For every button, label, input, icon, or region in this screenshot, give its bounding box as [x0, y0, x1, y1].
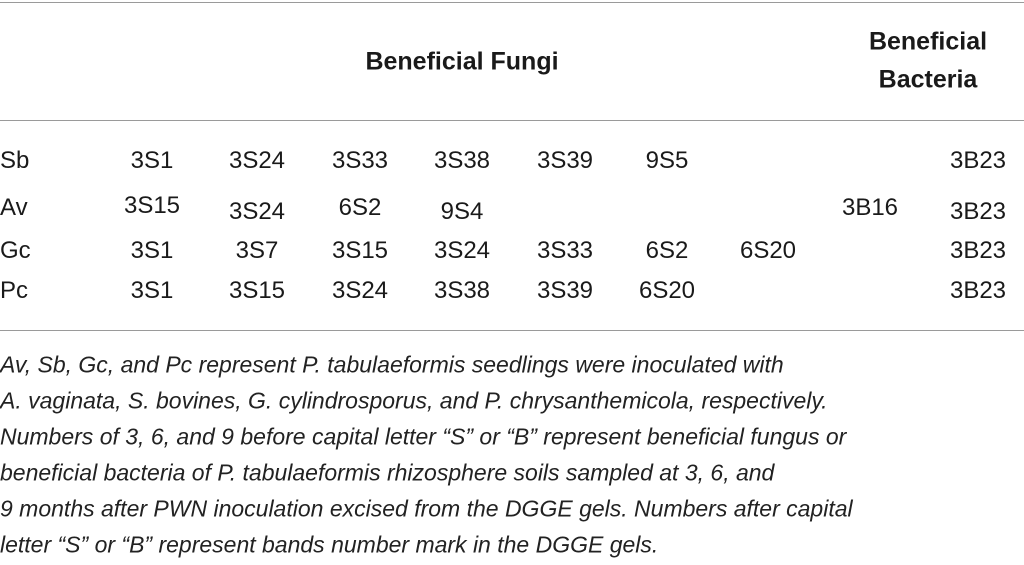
footnote-line: letter “S” or “B” represent bands number… — [0, 531, 659, 558]
cell: 3S1 — [130, 147, 174, 174]
footnote-line: Av, Sb, Gc, and Pc represent P. tabulaef… — [0, 351, 784, 378]
cell: 3S15 — [331, 237, 389, 264]
footnote-line: beneficial bacteria of P. tabulaeformis … — [0, 459, 775, 486]
header-fungi: Beneficial Fungi — [365, 47, 559, 76]
cell: 9S5 — [645, 147, 689, 174]
header-rule — [0, 120, 1024, 121]
row-label: Pc — [0, 277, 29, 304]
footnote-line: A. vaginata, S. bovines, G. cylindrospor… — [0, 387, 828, 414]
bottom-rule — [0, 330, 1024, 331]
cell: 3S15 — [228, 277, 286, 304]
cell: 3S7 — [235, 237, 279, 264]
cell: 6S2 — [338, 194, 382, 221]
footnote-line: Numbers of 3, 6, and 9 before capital le… — [0, 423, 847, 450]
row-label: Gc — [0, 237, 31, 264]
cell: 3S38 — [433, 277, 491, 304]
cell: 3B16 — [841, 194, 899, 221]
cell: 3S1 — [130, 277, 174, 304]
cell: 3B23 — [949, 277, 1007, 304]
cell: 3B23 — [949, 198, 1007, 225]
footnote-line: 9 months after PWN inoculation excised f… — [0, 495, 853, 522]
cell: 3B23 — [949, 147, 1007, 174]
cell: 3S33 — [331, 147, 389, 174]
cell: 6S20 — [638, 277, 696, 304]
cell: 3S24 — [228, 147, 286, 174]
cell: 3S24 — [228, 198, 286, 225]
cell: 3S1 — [130, 237, 174, 264]
top-rule — [0, 2, 1024, 3]
cell: 3S39 — [536, 147, 594, 174]
header-bacteria: Beneficial — [868, 27, 988, 56]
row-label: Sb — [0, 147, 30, 174]
header-bacteria: Bacteria — [878, 65, 978, 94]
cell: 3S15 — [123, 192, 181, 219]
cell: 3B23 — [949, 237, 1007, 264]
cell: 9S4 — [440, 198, 484, 225]
cell: 3S24 — [331, 277, 389, 304]
cell: 3S38 — [433, 147, 491, 174]
cell: 3S24 — [433, 237, 491, 264]
cell: 6S2 — [645, 237, 689, 264]
cell: 6S20 — [739, 237, 797, 264]
cell: 3S33 — [536, 237, 594, 264]
row-label: Av — [0, 194, 28, 221]
cell: 3S39 — [536, 277, 594, 304]
